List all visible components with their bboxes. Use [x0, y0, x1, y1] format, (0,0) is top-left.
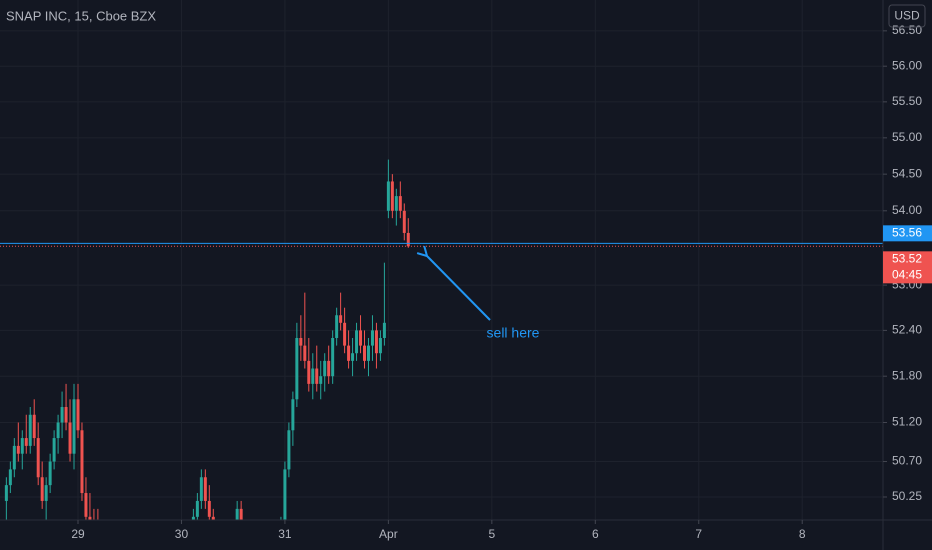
y-tick-label: 55.50 — [892, 94, 922, 108]
candle-body — [72, 399, 76, 454]
candle-body — [366, 345, 370, 361]
axes: 56.5056.0055.5055.0054.5054.0053.0052.40… — [71, 23, 932, 541]
x-tick-label: 31 — [278, 527, 292, 541]
candle-body — [40, 477, 44, 501]
candle-body — [307, 360, 311, 384]
candle-body — [335, 315, 339, 338]
candle-body — [36, 438, 40, 478]
candle-body — [406, 232, 410, 247]
y-tick-label: 54.00 — [892, 203, 922, 217]
candle-body — [402, 210, 406, 233]
candle-body — [203, 477, 207, 501]
candle-body — [48, 461, 52, 486]
candle-body — [64, 407, 68, 423]
candle-body — [80, 430, 84, 494]
candle-body — [382, 322, 386, 338]
chart-title: SNAP INC, 15, Cboe BZX — [6, 8, 156, 23]
y-tick-label: 52.40 — [892, 323, 922, 337]
candle-body — [60, 407, 64, 423]
candle-body — [239, 508, 243, 520]
candle-body — [76, 399, 80, 431]
candle-body — [347, 345, 351, 361]
candle-body — [28, 414, 32, 446]
price-label-box — [883, 225, 932, 242]
candle-body — [331, 337, 335, 377]
x-tick-label: Apr — [379, 527, 398, 541]
y-tick-label: 50.25 — [892, 489, 922, 503]
candle-body — [211, 516, 215, 520]
candle-body — [311, 368, 315, 384]
candle-body — [199, 477, 203, 501]
candle-body — [359, 330, 363, 346]
candle-body — [291, 399, 295, 431]
candle-body — [390, 181, 394, 211]
y-tick-label: 55.00 — [892, 130, 922, 144]
candle-body — [12, 445, 16, 470]
candle-body — [287, 430, 291, 470]
price-label: 53.56 — [892, 226, 922, 240]
candle-body — [191, 516, 195, 520]
candle-body — [323, 360, 327, 377]
candle-body — [283, 469, 287, 520]
annotation-arrow — [427, 256, 491, 321]
candle-body — [363, 345, 367, 361]
candle-body — [207, 500, 211, 517]
candle-body — [386, 181, 390, 211]
candle-body — [351, 353, 355, 361]
candle-body — [68, 422, 72, 454]
countdown-label: 04:45 — [892, 268, 922, 282]
candle-body — [355, 330, 359, 354]
y-tick-label: 51.80 — [892, 368, 922, 382]
candle-body — [52, 438, 56, 462]
plot-area — [0, 159, 883, 520]
candle-body — [319, 376, 323, 384]
price-label-box — [883, 251, 932, 284]
candle-body — [8, 469, 12, 486]
candle-body — [327, 360, 331, 377]
candle-body — [378, 337, 382, 354]
candle-body — [16, 445, 20, 454]
candle-body — [370, 330, 374, 346]
y-tick-label: 56.50 — [892, 23, 922, 37]
grid — [0, 0, 883, 520]
y-tick-label: 56.00 — [892, 58, 922, 72]
x-tick-label: 6 — [592, 527, 599, 541]
y-tick-label: 50.70 — [892, 454, 922, 468]
candle-body — [56, 422, 60, 439]
candle-body — [24, 438, 28, 446]
candle-body — [303, 345, 307, 361]
candle-body — [4, 485, 8, 501]
candle-body — [398, 196, 402, 211]
candle-body — [235, 508, 239, 520]
candle-body — [295, 337, 299, 400]
currency-box[interactable] — [888, 4, 926, 28]
candle-body — [299, 337, 303, 346]
candle-body — [374, 330, 378, 354]
x-tick-label: 7 — [695, 527, 702, 541]
candle-body — [84, 493, 88, 517]
candle-body — [44, 485, 48, 501]
candle-body — [315, 368, 319, 384]
candle-body — [195, 500, 199, 517]
y-tick-label: 51.20 — [892, 415, 922, 429]
x-tick-label: 29 — [71, 527, 85, 541]
candle-body — [20, 438, 24, 454]
candle-body — [343, 322, 347, 346]
currency-label: USD — [894, 9, 920, 23]
annotation-text: sell here — [487, 325, 540, 341]
candle-body — [339, 315, 343, 323]
x-tick-label: 5 — [488, 527, 495, 541]
x-tick-label: 8 — [799, 527, 806, 541]
candle-body — [394, 196, 398, 211]
candle-body — [32, 414, 36, 439]
candle-body — [88, 516, 92, 520]
y-tick-label: 54.50 — [892, 166, 922, 180]
x-tick-label: 30 — [175, 527, 189, 541]
price-label: 53.52 — [892, 252, 922, 266]
